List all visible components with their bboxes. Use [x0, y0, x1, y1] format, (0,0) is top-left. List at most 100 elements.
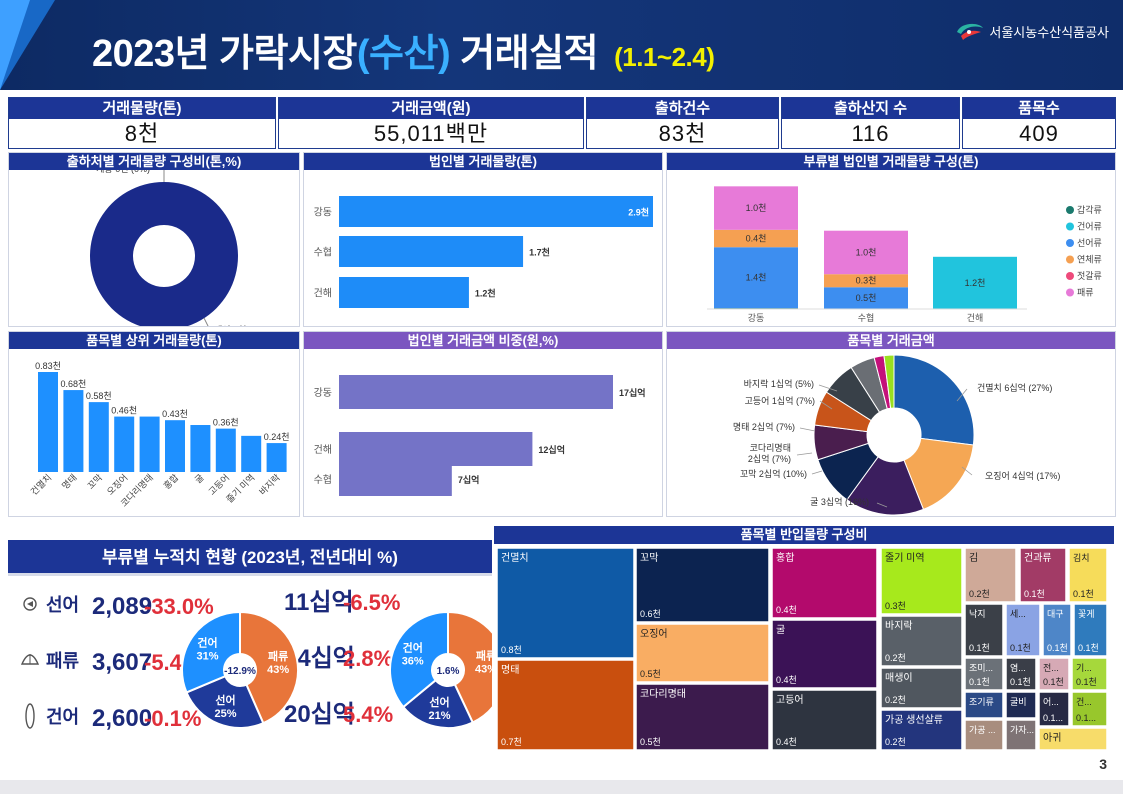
treemap-cell [1005, 657, 1037, 691]
kpi-label: 출하건수 [587, 98, 778, 119]
corp-amount-panel: 법인별 거래금액 비중(원,%) 강동 17십억 건해 12십억 수협 7십억 [303, 331, 663, 517]
leader-line [819, 400, 833, 410]
stack-data-label: 1.0천 [746, 203, 767, 213]
item-amount-chart: 건멸치 6십억 (27%) 오징어 4십억 (17%) 굴 3십억 (16%) 꼬막 … [733, 354, 1060, 516]
donut-slice [903, 437, 974, 511]
kpi-label: 품목수 [963, 98, 1115, 119]
donut-label: 선어 [429, 695, 449, 709]
stack-segment [824, 230, 908, 275]
kpi-origins: 출하산지 수 116 [781, 97, 960, 149]
volume-change: -33.0% [144, 594, 214, 619]
panel-title: 품목별 상위 거래물량(톤) [9, 332, 299, 349]
bar-data-label: 7십억 [458, 474, 480, 485]
bar-data-label: 0.24천 [264, 432, 290, 442]
bar [339, 462, 452, 496]
donut-label: 43% [475, 663, 492, 675]
org-name: 서울시농수산식품공사 [989, 24, 1109, 40]
treemap-cell-name: 꼬막 [640, 552, 658, 564]
org-logo-block: 서울시농수산식품공사 [955, 20, 1109, 42]
title-date: (1.1~2.4) [614, 42, 715, 72]
volume-change: -0.1% [144, 706, 201, 731]
kpi-value: 409 [1019, 121, 1059, 146]
treemap-cell [1038, 691, 1070, 727]
treemap-cell-value: 0.4천 [776, 605, 797, 615]
panel-title: 품목별 반입물량 구성비 [494, 526, 1114, 544]
treemap-cell [964, 719, 1004, 751]
stack-data-label: 0.4천 [746, 234, 767, 244]
bar-data-label: 1.7천 [529, 248, 550, 258]
kpi-amount: 거래금액(원) 55,011백만 [278, 97, 584, 149]
stack-data-label: 1.0천 [856, 247, 877, 257]
donut-label: 개인 3천 (100%) [214, 325, 278, 326]
treemap-cell [964, 603, 1004, 657]
dried-fish-icon [25, 703, 35, 729]
kpi-value: 83천 [658, 121, 707, 146]
treemap-cell-name: 가공 ... [969, 725, 996, 735]
shipper-donut-chart: 계통 0천 (0%) 개인 3천 (100%) [89, 163, 278, 335]
bar-category-label: 수협 [314, 473, 332, 486]
kpi-items: 품목수 409 [962, 97, 1116, 149]
treemap-cell-value: 0.1... [1076, 713, 1096, 723]
treemap-cell [1005, 691, 1037, 719]
treemap-cell-name: 김치 [1073, 552, 1090, 563]
bar-data-label: 1.2천 [475, 289, 496, 299]
treemap-cell-value: 0.4천 [776, 737, 797, 747]
bar-data-label: 2.9천 [628, 208, 649, 218]
bar-category-label: 굴 [193, 472, 206, 485]
bar-data-label: 0.68천 [61, 379, 87, 389]
kpi-row: 거래물량(톤) 8천 거래금액(원) 55,011백만 출하건수 83천 출하산… [8, 97, 1116, 149]
category-name: 건어 [46, 707, 79, 727]
treemap-cell [880, 667, 963, 709]
treemap-cell [1071, 691, 1108, 727]
treemap-cell [1042, 603, 1072, 657]
leader-line [203, 317, 211, 331]
treemap-cell [880, 615, 963, 667]
treemap-cell-name: 바지락 [885, 620, 913, 632]
panel-title: 부류별 법인별 거래물량 구성(톤) [667, 153, 1115, 170]
bar [339, 277, 469, 308]
legend-marker [1066, 288, 1074, 297]
legend-label: 패류 [1077, 288, 1094, 298]
donut-label: 오징어 4십억 (17%) [985, 470, 1060, 481]
treemap-cell [1038, 727, 1108, 751]
volume-value: 3,607 [92, 649, 152, 676]
legend-label: 연체류 [1077, 255, 1102, 265]
bar-category-label: 명태 [60, 472, 79, 491]
treemap-cell-value: 0.1천 [1047, 643, 1068, 653]
panel-title: 법인별 거래금액 비중(원,%) [304, 332, 662, 349]
bar [339, 196, 653, 227]
stack-segment [714, 186, 798, 230]
leader-line [876, 502, 888, 508]
treemap-cell [1019, 547, 1067, 603]
donut-label: 꼬막 2십억 (10%) [740, 468, 807, 479]
treemap-cell [1038, 657, 1070, 691]
treemap-chart: 건멸치0.8천명태0.7천꼬막0.6천오징어0.5천코다리명태0.5천홍합0.4… [496, 547, 1108, 751]
bar-category-label: 수협 [314, 246, 332, 259]
bar-category-label: 바지락 [257, 472, 282, 497]
treemap-cell-value: 0.1... [1043, 713, 1063, 723]
legend-marker [1066, 239, 1074, 247]
treemap-cell [1071, 657, 1108, 691]
legend-marker [1066, 272, 1074, 280]
donut-label: 36% [402, 655, 424, 667]
donut-label: 선어 [215, 693, 235, 707]
bar-category-label: 강동 [314, 207, 332, 219]
bar-category-label: 건해 [314, 287, 332, 300]
treemap-cell-name: 굴비 [1010, 697, 1027, 707]
legend-label: 건어류 [1077, 222, 1102, 232]
amount-change: 2.8% [343, 646, 393, 671]
volume-value: 2,089 [92, 593, 152, 620]
bar [339, 236, 524, 267]
treemap-cell-value: 0.5천 [640, 737, 661, 747]
treemap-cell-name: 매생이 [885, 672, 913, 684]
bar-category-label: 건멸치 [28, 472, 53, 497]
bar [63, 390, 84, 472]
donut-slice [883, 354, 895, 409]
donut-label: 43% [267, 664, 289, 676]
bar-category-label: 홍합 [161, 472, 180, 491]
treemap-cell-name: 명태 [501, 664, 519, 676]
treemap-cell-name: 건과류 [1024, 552, 1052, 564]
stack-data-label: 1.2천 [965, 278, 986, 288]
treemap-cell-value: 0.1천 [1010, 643, 1031, 653]
treemap-cell-value: 0.2천 [885, 737, 906, 747]
